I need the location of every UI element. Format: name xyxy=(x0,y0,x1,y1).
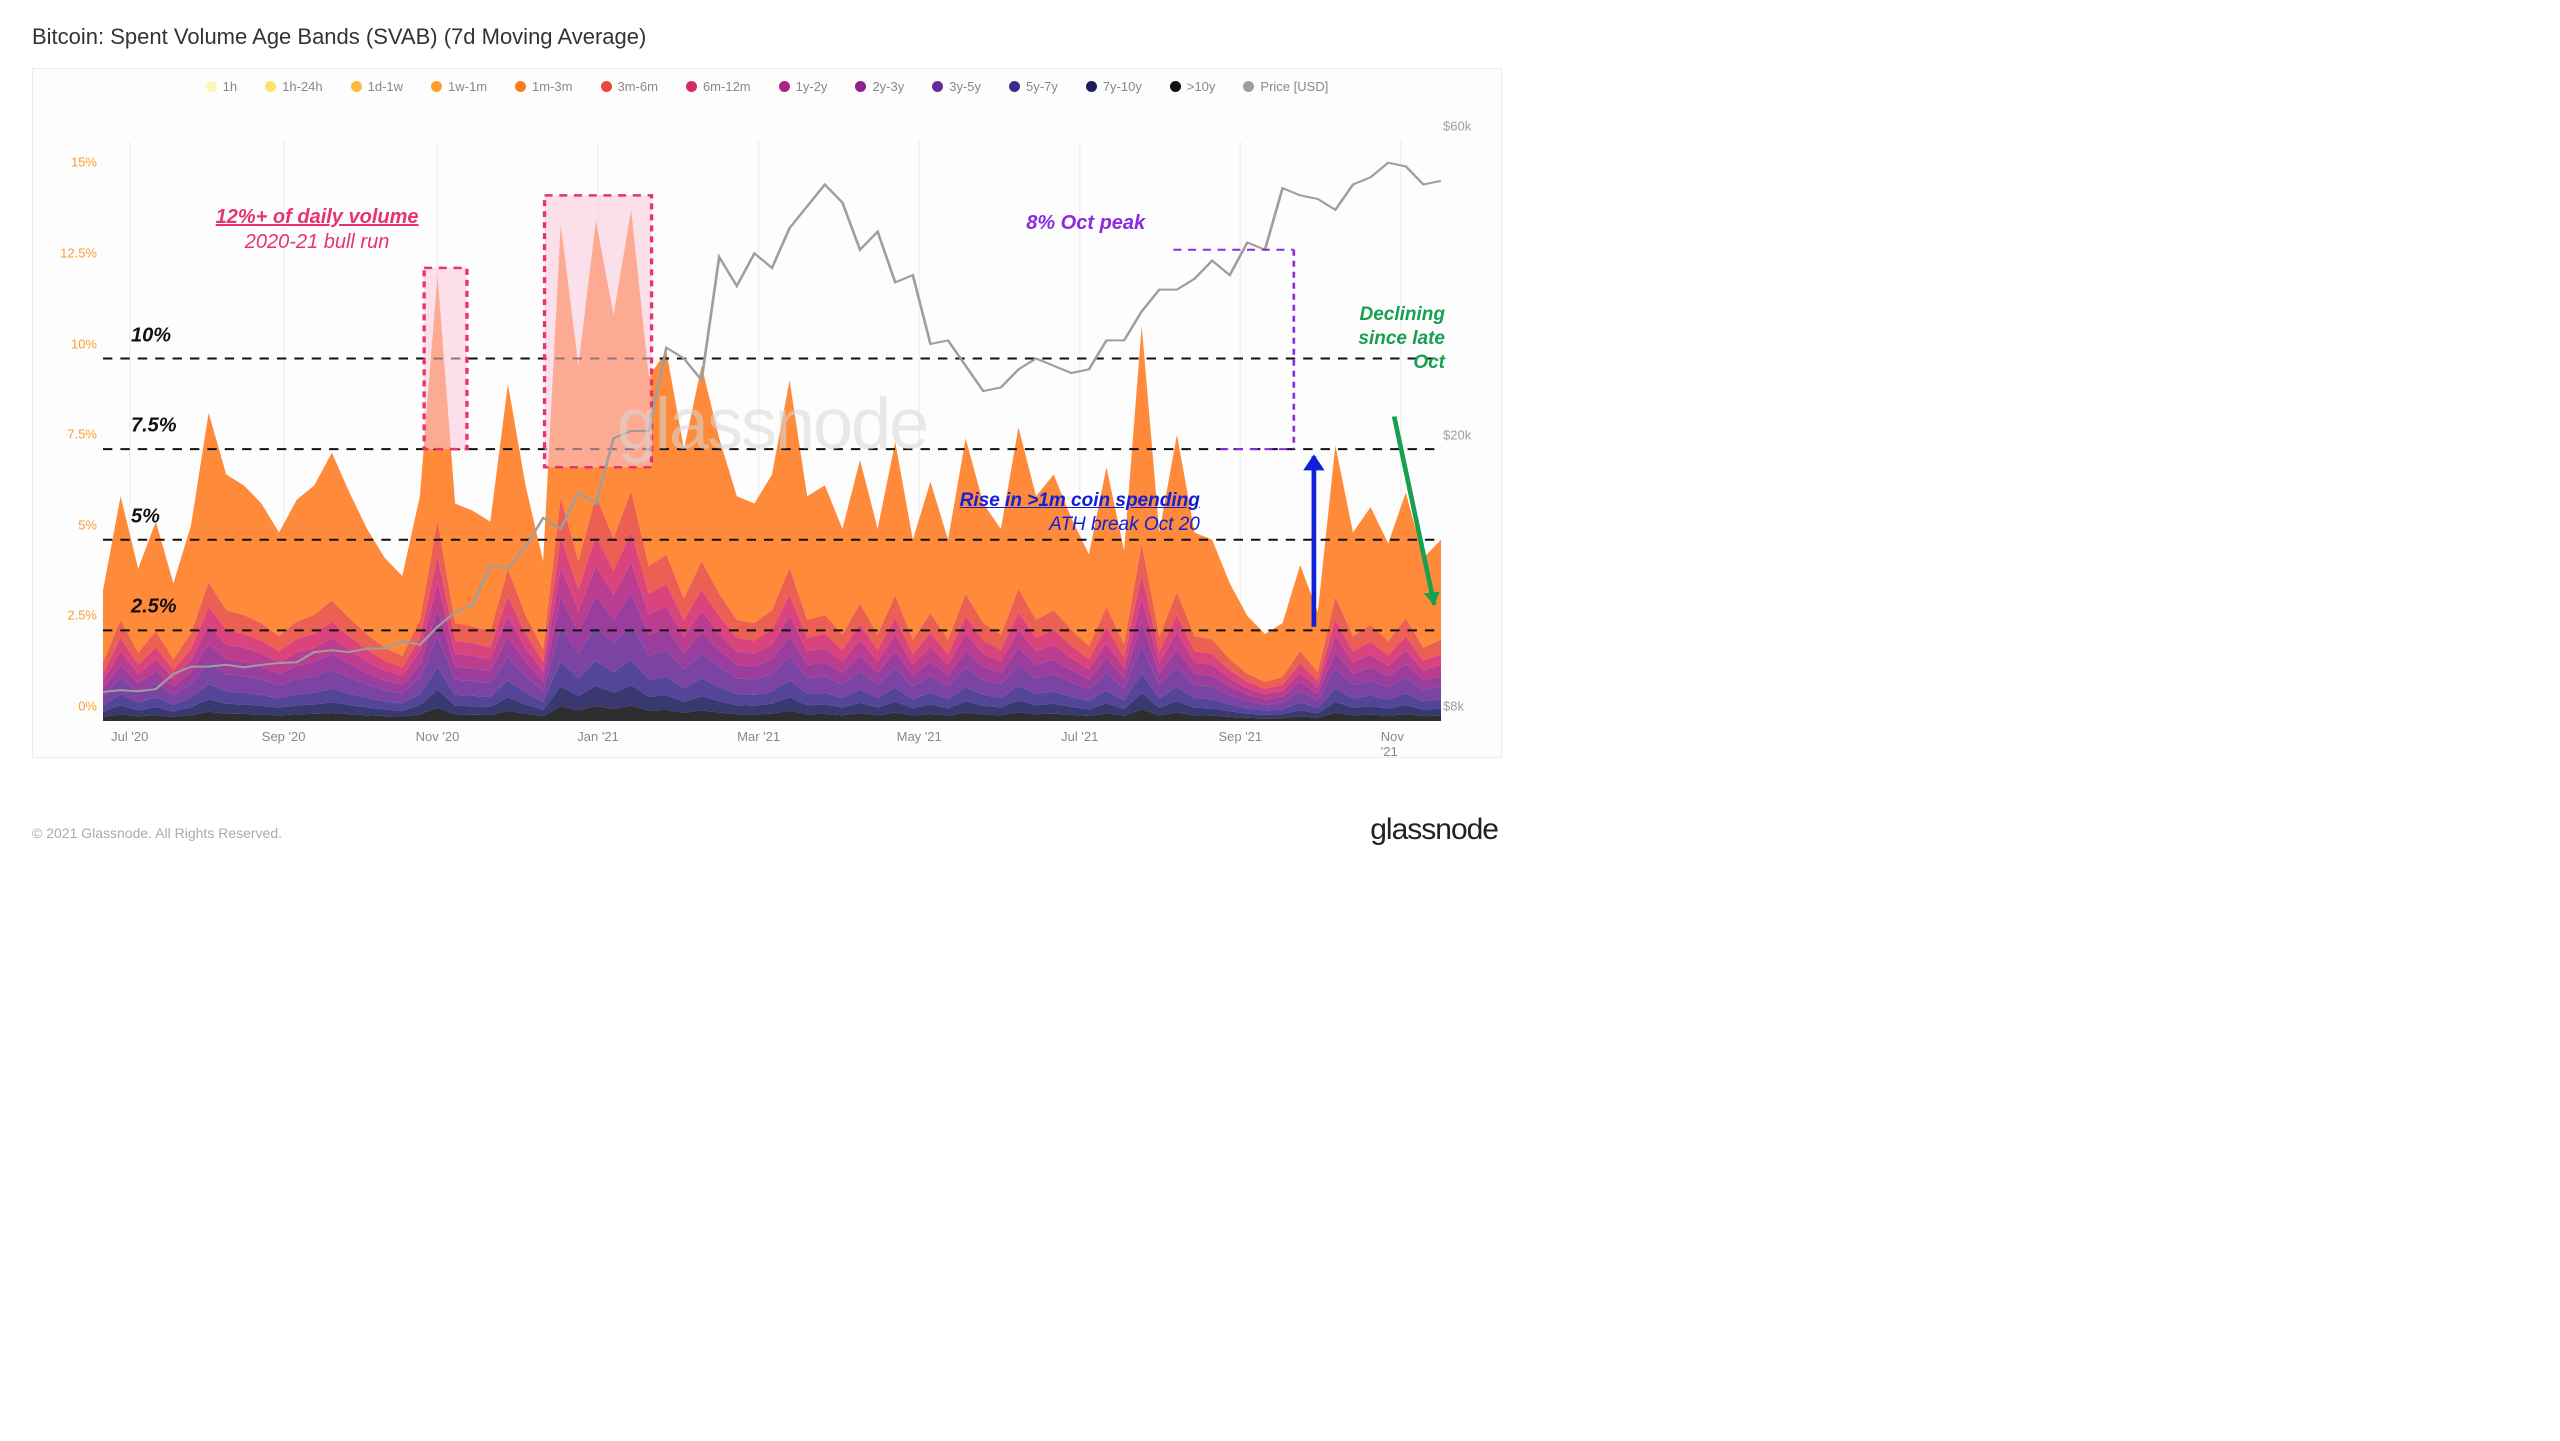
legend-swatch xyxy=(1170,81,1181,92)
legend-item[interactable]: 3y-5y xyxy=(932,79,981,94)
legend-swatch xyxy=(779,81,790,92)
legend-label: Price [USD] xyxy=(1260,79,1328,94)
legend-swatch xyxy=(265,81,276,92)
legend-item[interactable]: 1h-24h xyxy=(265,79,322,94)
x-axis: Jul '20 Sep '20 Nov '20 Jan '21 Mar '21 May '… xyxy=(103,729,1441,749)
legend-swatch xyxy=(431,81,442,92)
threshold-label: 10% xyxy=(131,324,177,347)
y-axis-left: 0% 2.5% 5% 7.5% 10% 12.5% 15% xyxy=(45,141,97,721)
y-left-tick: 2.5% xyxy=(45,608,97,623)
legend-swatch xyxy=(351,81,362,92)
x-tick: Jul '21 xyxy=(1061,729,1098,744)
legend-item[interactable]: 2y-3y xyxy=(855,79,904,94)
x-tick: Sep '21 xyxy=(1218,729,1262,744)
legend-swatch xyxy=(686,81,697,92)
x-tick: Mar '21 xyxy=(737,729,780,744)
x-tick: May '21 xyxy=(897,729,942,744)
legend-item[interactable]: 1w-1m xyxy=(431,79,487,94)
annotation-decline: Decliningsince lateOct xyxy=(1358,303,1445,374)
footer-copyright: © 2021 Glassnode. All Rights Reserved. xyxy=(32,825,282,841)
legend-swatch xyxy=(601,81,612,92)
x-tick: Jan '21 xyxy=(577,729,619,744)
legend-label: 1d-1w xyxy=(368,79,403,94)
y-right-tick: $60k xyxy=(1443,119,1491,134)
legend-label: 1m-3m xyxy=(532,79,572,94)
legend-item[interactable]: 1m-3m xyxy=(515,79,572,94)
legend-label: 1y-2y xyxy=(796,79,828,94)
plot-area: glassnode 2.5% 5% 7.5% 10% 12%+ of daily vo… xyxy=(103,141,1441,721)
legend-item[interactable]: 3m-6m xyxy=(601,79,658,94)
legend-item[interactable]: 1y-2y xyxy=(779,79,828,94)
chart-title: Bitcoin: Spent Volume Age Bands (SVAB) (… xyxy=(32,24,1504,50)
legend-label: >10y xyxy=(1187,79,1216,94)
legend-label: 5y-7y xyxy=(1026,79,1058,94)
y-left-tick: 10% xyxy=(45,336,97,351)
threshold-label: 7.5% xyxy=(131,415,183,438)
chart-frame: 1h 1h-24h 1d-1w 1w-1m 1m-3m 3m-6m 6m-12m 1y-2y 2… xyxy=(32,68,1502,758)
legend-swatch xyxy=(515,81,526,92)
legend-label: 3y-5y xyxy=(949,79,981,94)
legend-swatch xyxy=(1009,81,1020,92)
legend-item[interactable]: Price [USD] xyxy=(1243,79,1328,94)
legend-swatch xyxy=(855,81,866,92)
legend-item[interactable]: 1h xyxy=(206,79,237,94)
watermark: glassnode xyxy=(617,383,927,465)
threshold-label: 5% xyxy=(131,505,166,528)
legend-swatch xyxy=(1086,81,1097,92)
legend-item[interactable]: >10y xyxy=(1170,79,1216,94)
y-right-tick: $20k xyxy=(1443,427,1491,442)
legend-swatch xyxy=(932,81,943,92)
legend-item[interactable]: 5y-7y xyxy=(1009,79,1058,94)
legend-label: 1h xyxy=(223,79,237,94)
legend-item[interactable]: 6m-12m xyxy=(686,79,751,94)
y-left-tick: 5% xyxy=(45,517,97,532)
x-tick: Nov '20 xyxy=(416,729,460,744)
annotation-oct-peak: 8% Oct peak xyxy=(1026,211,1145,236)
legend-item[interactable]: 7y-10y xyxy=(1086,79,1142,94)
annotation-bull-run: 12%+ of daily volume2020-21 bull run xyxy=(216,205,419,255)
y-right-tick: $8k xyxy=(1443,699,1491,714)
legend-label: 1w-1m xyxy=(448,79,487,94)
legend-swatch xyxy=(206,81,217,92)
x-tick: Sep '20 xyxy=(262,729,306,744)
legend-label: 1h-24h xyxy=(282,79,322,94)
legend-swatch xyxy=(1243,81,1254,92)
annotation-rise: Rise in >1m coin spendingATH break Oct 2… xyxy=(960,489,1200,537)
legend-label: 7y-10y xyxy=(1103,79,1142,94)
y-left-tick: 7.5% xyxy=(45,427,97,442)
y-left-tick: 15% xyxy=(45,155,97,170)
legend-item[interactable]: 1d-1w xyxy=(351,79,403,94)
brand-logo: glassnode xyxy=(1370,813,1498,847)
threshold-label: 2.5% xyxy=(131,596,183,619)
y-left-tick: 0% xyxy=(45,699,97,714)
legend-label: 6m-12m xyxy=(703,79,751,94)
legend-label: 3m-6m xyxy=(618,79,658,94)
y-left-tick: 12.5% xyxy=(45,245,97,260)
legend-label: 2y-3y xyxy=(872,79,904,94)
y-axis-right: $8k$20k$60k xyxy=(1443,141,1491,721)
x-tick: Jul '20 xyxy=(111,729,148,744)
x-tick: Nov '21 xyxy=(1381,729,1421,759)
legend: 1h 1h-24h 1d-1w 1w-1m 1m-3m 3m-6m 6m-12m 1y-2y 2… xyxy=(33,69,1501,100)
